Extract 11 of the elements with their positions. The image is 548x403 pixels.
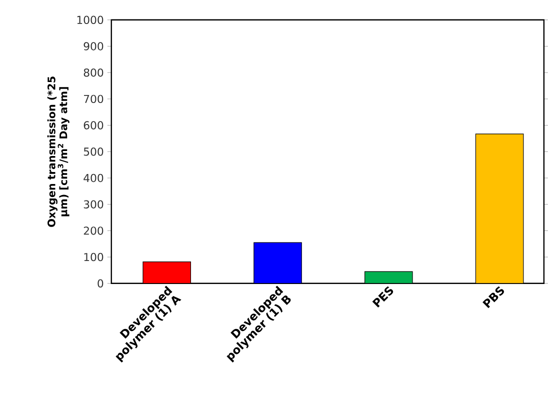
- y-tick-label: 600: [84, 121, 104, 130]
- y-tick-label: 200: [84, 226, 104, 235]
- y-tick-label: 700: [84, 94, 104, 104]
- y-tick-label: 300: [84, 200, 104, 209]
- y-tick-label: 0: [98, 279, 104, 288]
- y-tick-label: 1000: [77, 16, 104, 24]
- y-tick-label: 100: [84, 253, 104, 262]
- y-tick-label: 500: [84, 148, 104, 156]
- y-tick-label: 400: [84, 174, 104, 182]
- y-tick-label: 800: [84, 68, 104, 77]
- y-tick-label: 900: [84, 42, 104, 50]
